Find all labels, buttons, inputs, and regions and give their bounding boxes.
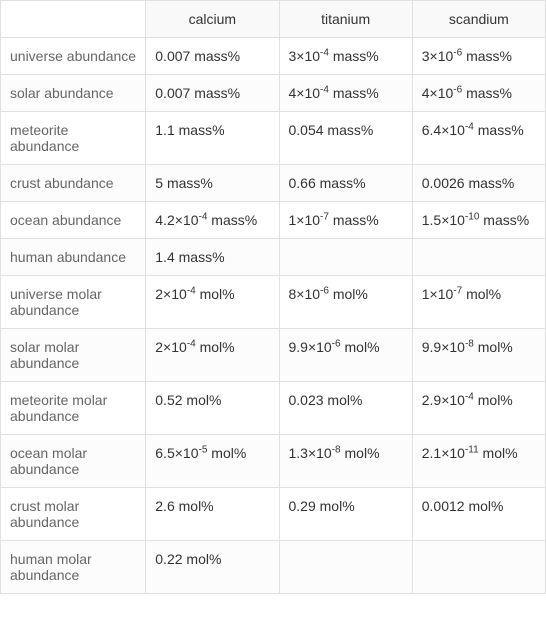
header-titanium: titanium bbox=[279, 1, 412, 38]
row-label: universe molar abundance bbox=[1, 276, 146, 329]
table-body: universe abundance0.007 mass%3×10-4 mass… bbox=[1, 38, 546, 594]
cell-value: 0.007 mass% bbox=[146, 38, 279, 75]
row-label: ocean molar abundance bbox=[1, 435, 146, 488]
cell-value: 0.0026 mass% bbox=[412, 165, 545, 202]
cell-value: 0.054 mass% bbox=[279, 112, 412, 165]
cell-value: 4×10-6 mass% bbox=[412, 75, 545, 112]
table-row: crust molar abundance2.6 mol%0.29 mol%0.… bbox=[1, 488, 546, 541]
table-row: solar molar abundance2×10-4 mol%9.9×10-6… bbox=[1, 329, 546, 382]
cell-value bbox=[279, 239, 412, 276]
cell-value: 9.9×10-6 mol% bbox=[279, 329, 412, 382]
header-row: calcium titanium scandium bbox=[1, 1, 546, 38]
row-label: crust molar abundance bbox=[1, 488, 146, 541]
header-calcium: calcium bbox=[146, 1, 279, 38]
cell-value: 1×10-7 mass% bbox=[279, 202, 412, 239]
cell-value: 0.023 mol% bbox=[279, 382, 412, 435]
table-row: meteorite molar abundance0.52 mol%0.023 … bbox=[1, 382, 546, 435]
table-row: ocean molar abundance6.5×10-5 mol%1.3×10… bbox=[1, 435, 546, 488]
row-label: solar abundance bbox=[1, 75, 146, 112]
cell-value: 2.6 mol% bbox=[146, 488, 279, 541]
cell-value: 5 mass% bbox=[146, 165, 279, 202]
cell-value: 1.5×10-10 mass% bbox=[412, 202, 545, 239]
cell-value: 0.66 mass% bbox=[279, 165, 412, 202]
header-scandium: scandium bbox=[412, 1, 545, 38]
table-row: meteorite abundance1.1 mass%0.054 mass%6… bbox=[1, 112, 546, 165]
table-row: human abundance1.4 mass% bbox=[1, 239, 546, 276]
cell-value: 6.4×10-4 mass% bbox=[412, 112, 545, 165]
cell-value: 6.5×10-5 mol% bbox=[146, 435, 279, 488]
cell-value: 9.9×10-8 mol% bbox=[412, 329, 545, 382]
header-empty bbox=[1, 1, 146, 38]
table-row: solar abundance0.007 mass%4×10-4 mass%4×… bbox=[1, 75, 546, 112]
table-row: universe molar abundance2×10-4 mol%8×10-… bbox=[1, 276, 546, 329]
row-label: human molar abundance bbox=[1, 541, 146, 594]
row-label: human abundance bbox=[1, 239, 146, 276]
cell-value: 3×10-4 mass% bbox=[279, 38, 412, 75]
row-label: meteorite molar abundance bbox=[1, 382, 146, 435]
row-label: solar molar abundance bbox=[1, 329, 146, 382]
cell-value: 1.1 mass% bbox=[146, 112, 279, 165]
row-label: universe abundance bbox=[1, 38, 146, 75]
cell-value: 0.52 mol% bbox=[146, 382, 279, 435]
cell-value: 2.1×10-11 mol% bbox=[412, 435, 545, 488]
cell-value: 0.0012 mol% bbox=[412, 488, 545, 541]
table-row: universe abundance0.007 mass%3×10-4 mass… bbox=[1, 38, 546, 75]
abundance-table: calcium titanium scandium universe abund… bbox=[0, 0, 546, 594]
cell-value: 1.3×10-8 mol% bbox=[279, 435, 412, 488]
cell-value: 2×10-4 mol% bbox=[146, 276, 279, 329]
row-label: meteorite abundance bbox=[1, 112, 146, 165]
cell-value: 4.2×10-4 mass% bbox=[146, 202, 279, 239]
row-label: crust abundance bbox=[1, 165, 146, 202]
cell-value: 4×10-4 mass% bbox=[279, 75, 412, 112]
table-row: human molar abundance0.22 mol% bbox=[1, 541, 546, 594]
cell-value bbox=[279, 541, 412, 594]
cell-value: 0.29 mol% bbox=[279, 488, 412, 541]
cell-value: 3×10-6 mass% bbox=[412, 38, 545, 75]
row-label: ocean abundance bbox=[1, 202, 146, 239]
cell-value bbox=[412, 239, 545, 276]
table-row: crust abundance5 mass%0.66 mass%0.0026 m… bbox=[1, 165, 546, 202]
cell-value: 1.4 mass% bbox=[146, 239, 279, 276]
cell-value: 2.9×10-4 mol% bbox=[412, 382, 545, 435]
cell-value bbox=[412, 541, 545, 594]
cell-value: 0.22 mol% bbox=[146, 541, 279, 594]
table-header: calcium titanium scandium bbox=[1, 1, 546, 38]
cell-value: 0.007 mass% bbox=[146, 75, 279, 112]
cell-value: 8×10-6 mol% bbox=[279, 276, 412, 329]
table-row: ocean abundance4.2×10-4 mass%1×10-7 mass… bbox=[1, 202, 546, 239]
cell-value: 1×10-7 mol% bbox=[412, 276, 545, 329]
cell-value: 2×10-4 mol% bbox=[146, 329, 279, 382]
